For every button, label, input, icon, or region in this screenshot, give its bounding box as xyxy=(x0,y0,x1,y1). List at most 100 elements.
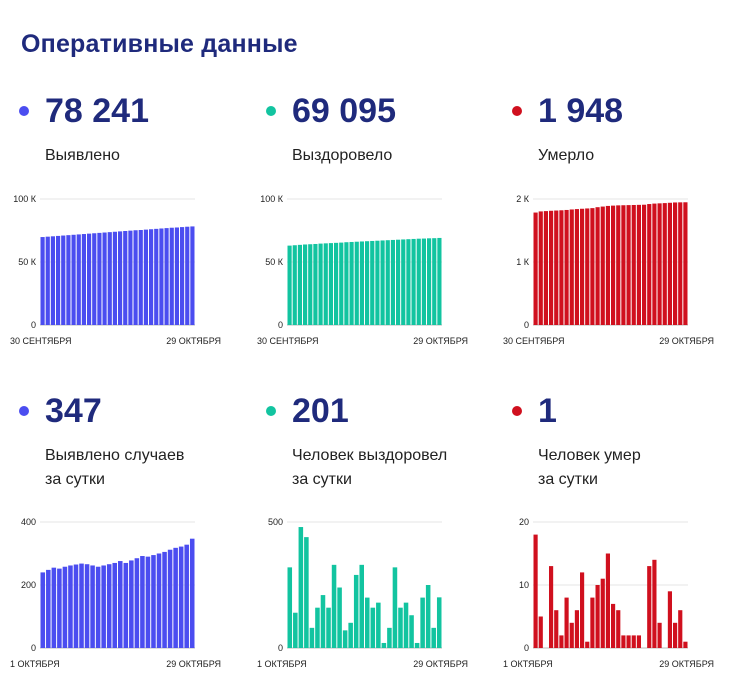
deaths-daily-bar xyxy=(621,635,626,648)
deaths-daily-bar xyxy=(647,566,652,648)
deaths-daily-bar xyxy=(631,635,636,648)
recovered-total-bar xyxy=(313,243,318,325)
recovered-total-bar xyxy=(297,244,302,325)
detected-total-bar xyxy=(180,227,185,325)
deaths-total-chart: 0 1 К 2 К 30 СЕНТЯБРЯ 29 ОКТЯБРЯ xyxy=(503,194,714,346)
deaths-total-value: 1 948 xyxy=(538,92,624,130)
deaths-daily-value: 1 xyxy=(538,392,557,430)
deaths-total-bar xyxy=(554,210,559,325)
recovered-daily-bar xyxy=(365,597,370,648)
recovered-daily-caption-line: Человек выздоровел xyxy=(292,447,448,464)
deaths-daily-bar xyxy=(559,635,564,648)
deaths-total-bar xyxy=(683,202,688,325)
deaths-daily-y-tick-label: 10 xyxy=(519,580,529,590)
detected-daily-y-tick-label: 200 xyxy=(21,580,36,590)
deaths-total-bar xyxy=(652,203,657,325)
recovered-daily-chart: 0 500 1 ОКТЯБРЯ 29 ОКТЯБРЯ xyxy=(257,517,468,669)
deaths-daily-bullet xyxy=(512,406,522,416)
detected-total-y-tick-label: 0 xyxy=(31,320,36,330)
deaths-daily-bar xyxy=(636,635,641,648)
recovered-total-chart: 0 50 К 100 К 30 СЕНТЯБРЯ 29 ОКТЯБРЯ xyxy=(257,194,468,346)
recovered-total-x-label-end: 29 ОКТЯБРЯ xyxy=(413,336,468,346)
detected-daily-bar xyxy=(162,551,167,648)
recovered-daily-value: 201 xyxy=(292,392,349,430)
recovered-daily-bar xyxy=(403,602,409,648)
detected-daily-bullet xyxy=(19,406,29,416)
recovered-daily-bar xyxy=(304,537,309,648)
detected-daily-chart: 0 200 400 1 ОКТЯБРЯ 29 ОКТЯБРЯ xyxy=(10,517,221,669)
recovered-total-bar xyxy=(303,244,308,325)
detected-daily-bar xyxy=(151,555,156,648)
deaths-daily-bar xyxy=(564,597,569,648)
recovered-daily-bar xyxy=(331,564,337,648)
recovered-total-bar xyxy=(411,238,416,325)
recovered-daily-bar xyxy=(315,607,320,648)
detected-total-bullet xyxy=(19,106,29,116)
recovered-total-bar xyxy=(390,239,395,325)
recovered-total-bar xyxy=(354,241,359,325)
detected-daily-bar xyxy=(167,549,173,648)
recovered-total-bar xyxy=(328,243,333,325)
detected-daily-bar xyxy=(173,547,178,648)
detected-total-bar xyxy=(118,231,123,325)
detected-total-bar xyxy=(71,234,76,325)
detected-daily-y-tick-label: 400 xyxy=(21,517,36,527)
recovered-total-bar xyxy=(323,243,328,325)
detected-total-bar xyxy=(56,235,61,325)
recovered-total-bar xyxy=(365,241,370,325)
recovered-daily-bar xyxy=(414,642,420,648)
deaths-total-x-label-start: 30 СЕНТЯБРЯ xyxy=(503,336,565,346)
deaths-daily-bar xyxy=(605,553,610,648)
detected-total-chart: 0 50 К 100 К 30 СЕНТЯБРЯ 29 ОКТЯБРЯ xyxy=(10,194,221,346)
detected-daily-bar xyxy=(51,567,57,648)
deaths-daily-y-tick-label: 20 xyxy=(519,517,529,527)
recovered-daily-y-tick-label: 500 xyxy=(268,517,283,527)
deaths-total-bar xyxy=(549,210,554,325)
deaths-total-bar xyxy=(611,205,616,325)
deaths-daily-bar xyxy=(611,603,616,648)
recovered-daily-bar xyxy=(370,607,376,648)
detected-total-bar xyxy=(149,229,154,325)
deaths-total-y-tick-label: 1 К xyxy=(516,257,530,267)
deaths-daily-x-label-start: 1 ОКТЯБРЯ xyxy=(503,659,553,669)
recovered-daily-bar xyxy=(392,567,398,648)
deaths-total-bar xyxy=(647,204,652,325)
recovered-total-caption-line: Выздоровело xyxy=(292,147,393,164)
detected-total-bar xyxy=(123,231,128,325)
detected-daily-bar xyxy=(118,561,123,648)
recovered-total-bar xyxy=(380,240,385,325)
recovered-daily-bullet xyxy=(266,406,276,416)
recovered-total-bar xyxy=(287,245,292,325)
deaths-daily-bar xyxy=(652,559,657,648)
deaths-daily-bar xyxy=(683,641,688,648)
deaths-total-bar xyxy=(595,207,600,325)
recovered-total-bar xyxy=(421,238,426,325)
deaths-total-x-label-end: 29 ОКТЯБРЯ xyxy=(659,336,714,346)
deaths-daily-bar xyxy=(590,597,595,648)
detected-total-bar xyxy=(107,232,112,325)
detected-daily-caption-line: Выявлено случаев xyxy=(45,447,185,464)
detected-daily-bar xyxy=(184,544,189,648)
recovered-total-bar xyxy=(437,237,442,325)
detected-daily-caption-line: за сутки xyxy=(45,471,105,488)
detected-daily-bar xyxy=(57,568,62,648)
detected-total-bar xyxy=(50,236,55,325)
recovered-total-bar xyxy=(401,239,406,325)
deaths-daily-bar xyxy=(678,610,683,648)
detected-daily-x-label-start: 1 ОКТЯБРЯ xyxy=(10,659,60,669)
detected-total-value: 78 241 xyxy=(45,92,149,130)
deaths-daily-caption-line: за сутки xyxy=(538,471,598,488)
detected-total-bar xyxy=(185,226,190,325)
recovered-total-bar xyxy=(375,240,380,325)
detected-daily-bar xyxy=(145,556,151,648)
detected-total-y-tick-label: 100 К xyxy=(13,194,37,204)
recovered-daily-bar xyxy=(436,597,442,648)
recovered-daily-bar xyxy=(420,597,425,648)
deaths-total-caption-line: Умерло xyxy=(538,147,595,164)
deaths-daily-bar xyxy=(538,616,543,648)
deaths-total-bar xyxy=(590,208,595,325)
detected-total-x-label-start: 30 СЕНТЯБРЯ xyxy=(10,336,72,346)
recovered-daily-caption-line: за сутки xyxy=(292,471,352,488)
deaths-total-bar xyxy=(636,204,641,325)
deaths-total-bar xyxy=(569,209,574,325)
